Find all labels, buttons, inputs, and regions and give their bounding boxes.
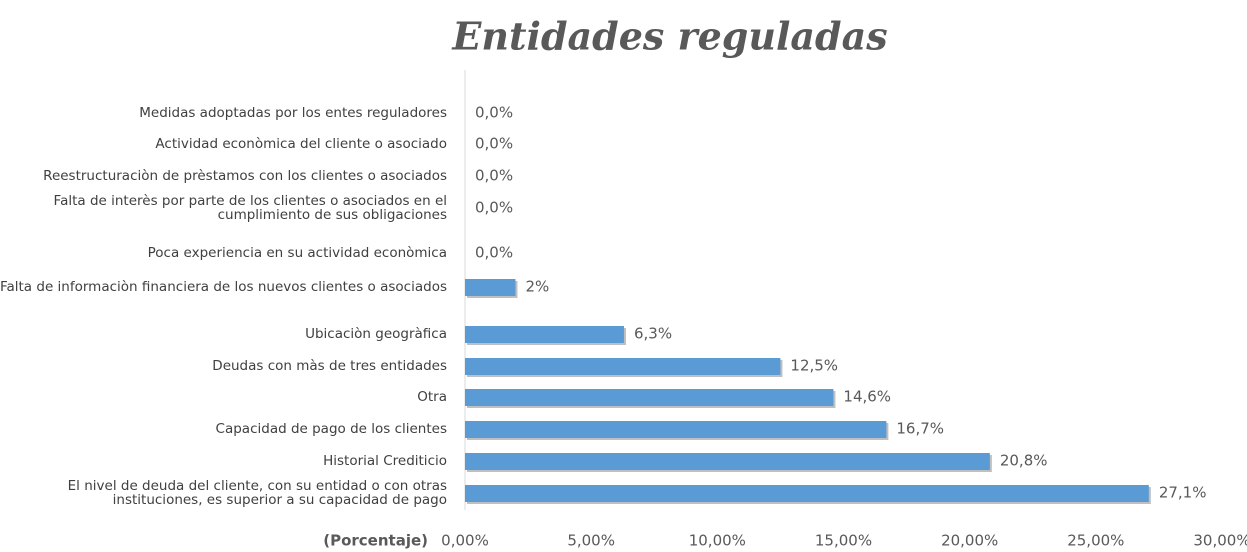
bar xyxy=(465,326,624,343)
bar xyxy=(465,389,834,406)
y-tick-label: Medidas adoptadas por los entes regulado… xyxy=(139,105,447,121)
x-tick-label: 0,00% xyxy=(441,532,489,550)
x-tick-label: 5,00% xyxy=(567,532,615,550)
y-tick-label: El nivel de deuda del cliente, con su en… xyxy=(67,478,447,508)
y-tick-label: Otra xyxy=(417,389,447,405)
value-label: 27,1% xyxy=(1159,484,1207,502)
y-tick-label: Reestructuraciòn de prèstamos con los cl… xyxy=(43,168,447,184)
y-tick-label: Falta de interès por parte de los client… xyxy=(53,193,447,223)
bar xyxy=(465,485,1149,502)
value-label: 6,3% xyxy=(634,325,672,343)
value-label: 0,0% xyxy=(475,135,513,153)
bar xyxy=(465,421,887,438)
bar xyxy=(465,279,516,296)
x-tick-label: 10,00% xyxy=(689,532,746,550)
x-tick-label: 20,00% xyxy=(941,532,998,550)
value-label: 0,0% xyxy=(475,167,513,185)
y-tick-label: Historial Crediticio xyxy=(323,453,447,469)
x-axis-label: (Porcentaje) xyxy=(323,532,428,550)
value-label: 16,7% xyxy=(896,420,944,438)
value-label: 12,5% xyxy=(790,357,838,375)
y-tick-label: Deudas con màs de tres entidades xyxy=(212,358,447,374)
x-tick-label: 30,00% xyxy=(1193,532,1247,550)
value-label: 0,0% xyxy=(475,244,513,262)
y-tick-label: Capacidad de pago de los clientes xyxy=(215,421,447,437)
bar xyxy=(465,358,781,375)
y-tick-label: Falta de informaciòn financiera de los n… xyxy=(0,279,447,295)
chart-title: Entidades reguladas xyxy=(451,14,887,59)
value-label: 0,0% xyxy=(475,104,513,122)
y-tick-label: Poca experiencia en su actividad econòmi… xyxy=(147,245,447,261)
value-label: 2% xyxy=(525,278,549,296)
y-tick-label: Ubicaciòn geogràfica xyxy=(305,326,447,342)
value-label: 14,6% xyxy=(843,388,891,406)
value-label: 0,0% xyxy=(475,199,513,217)
bar xyxy=(465,453,990,470)
y-tick-label: Actividad econòmica del cliente o asocia… xyxy=(155,136,447,152)
value-label: 20,8% xyxy=(1000,452,1048,470)
x-tick-label: 25,00% xyxy=(1067,532,1124,550)
x-tick-label: 15,00% xyxy=(815,532,872,550)
